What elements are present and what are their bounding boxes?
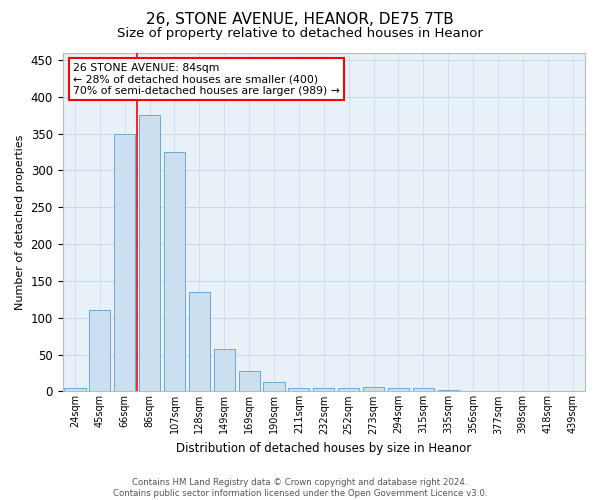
Bar xyxy=(139,115,160,392)
Bar xyxy=(64,388,86,392)
Text: Contains HM Land Registry data © Crown copyright and database right 2024.
Contai: Contains HM Land Registry data © Crown c… xyxy=(113,478,487,498)
Bar xyxy=(437,390,459,392)
Bar xyxy=(463,390,484,392)
Bar xyxy=(114,134,136,392)
Bar xyxy=(338,388,359,392)
X-axis label: Distribution of detached houses by size in Heanor: Distribution of detached houses by size … xyxy=(176,442,472,455)
Bar xyxy=(363,387,384,392)
Bar xyxy=(239,372,260,392)
Bar xyxy=(164,152,185,392)
Bar xyxy=(562,390,583,392)
Bar xyxy=(289,388,310,392)
Text: 26 STONE AVENUE: 84sqm
← 28% of detached houses are smaller (400)
70% of semi-de: 26 STONE AVENUE: 84sqm ← 28% of detached… xyxy=(73,62,340,96)
Y-axis label: Number of detached properties: Number of detached properties xyxy=(15,134,25,310)
Bar xyxy=(263,382,284,392)
Bar xyxy=(512,390,533,392)
Text: 26, STONE AVENUE, HEANOR, DE75 7TB: 26, STONE AVENUE, HEANOR, DE75 7TB xyxy=(146,12,454,28)
Text: Size of property relative to detached houses in Heanor: Size of property relative to detached ho… xyxy=(117,28,483,40)
Bar xyxy=(487,390,508,392)
Bar xyxy=(413,388,434,392)
Bar xyxy=(537,390,558,392)
Bar xyxy=(313,388,334,392)
Bar xyxy=(388,388,409,392)
Bar xyxy=(189,292,210,392)
Bar xyxy=(214,350,235,392)
Bar xyxy=(89,310,110,392)
